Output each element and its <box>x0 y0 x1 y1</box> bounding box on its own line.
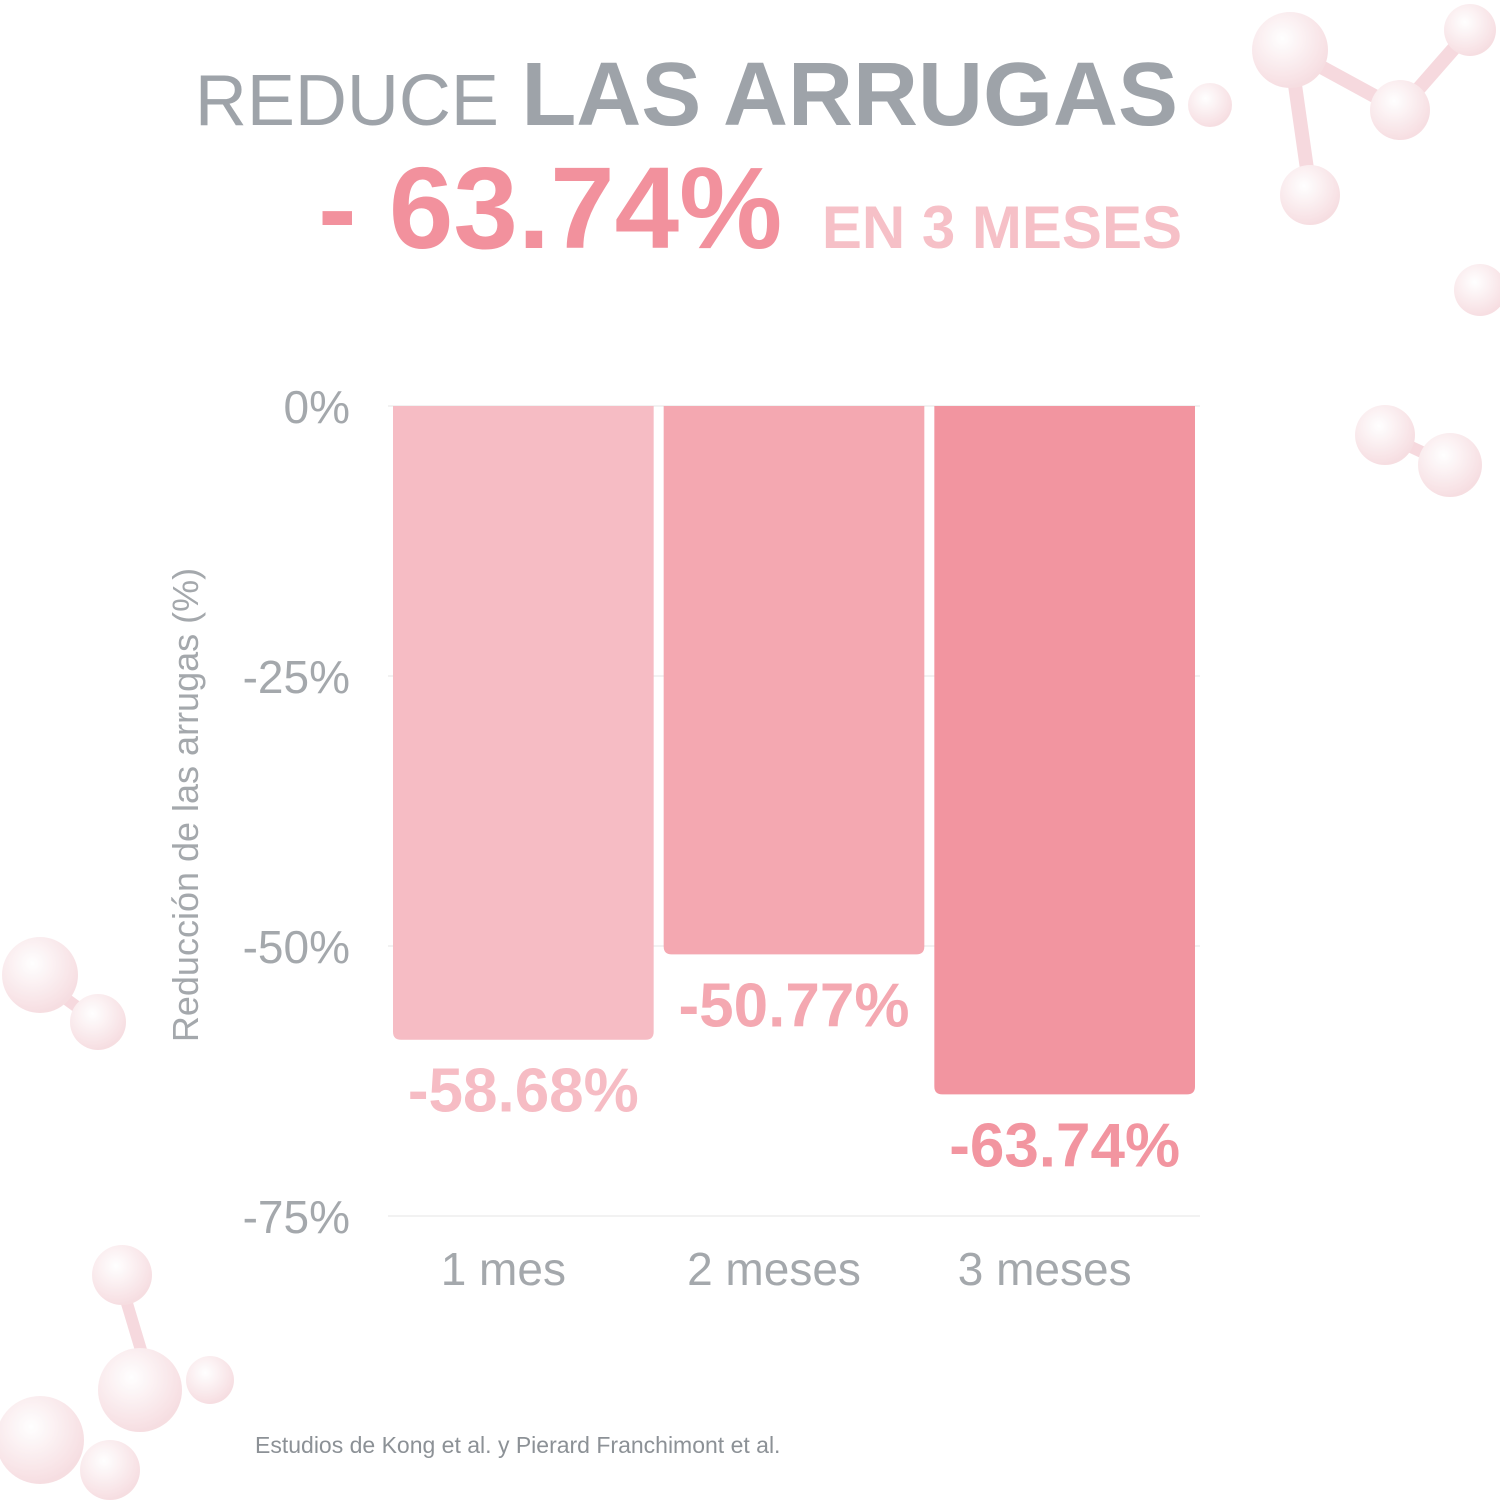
y-tick-label: -25% <box>243 651 350 703</box>
bar <box>663 406 925 955</box>
decoration <box>0 4 1500 1500</box>
y-tick-label: 0% <box>284 381 350 433</box>
subtitle: EN 3 MESES <box>822 194 1182 261</box>
value-label: -50.77% <box>679 971 910 1040</box>
value-label: -63.74% <box>949 1111 1180 1180</box>
y-axis-label: Reducción de las arrugas (%) <box>165 568 206 1042</box>
title-text: REDUCE <box>195 61 499 141</box>
y-tick-label: -50% <box>243 921 350 973</box>
bar <box>393 406 654 1040</box>
title-emphasis: LAS ARRUGAS <box>521 45 1178 145</box>
x-tick-label: 2 meses <box>687 1243 861 1295</box>
title: REDUCE LAS ARRUGAS <box>195 45 1178 145</box>
bar <box>934 406 1195 1095</box>
headline: - 63.74% <box>318 143 782 273</box>
x-tick-label: 3 meses <box>958 1243 1132 1295</box>
footnote: Estudios de Kong et al. y Pierard Franch… <box>255 1432 780 1458</box>
value-label: -58.68% <box>408 1057 639 1126</box>
x-tick-label: 1 mes <box>441 1243 566 1295</box>
y-tick-label: -75% <box>243 1191 350 1243</box>
